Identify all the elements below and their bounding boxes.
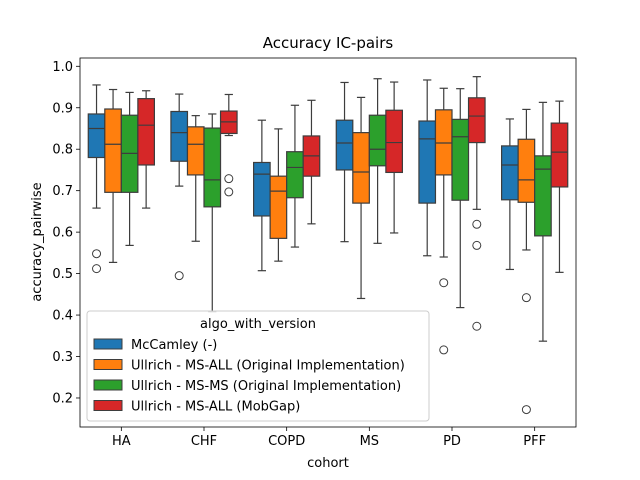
box-copd-3 [302, 99, 321, 225]
box-pd-1 [434, 87, 453, 355]
plot-area: 0.2 0.3 0.4 0.5 0.6 0.7 0.8 0.9 1.0 HA CHF COPD MS PD… [52, 57, 577, 449]
outlier-point [472, 219, 482, 229]
legend-entry-label: McCamley (-) [131, 338, 217, 353]
box-ha-0 [87, 84, 106, 274]
box-pff-0 [501, 118, 519, 271]
y-tick-label: 0.4 [52, 309, 73, 324]
outlier-point [521, 405, 531, 415]
box-body [286, 151, 304, 199]
box-body [335, 119, 354, 171]
x-tick-label: PFF [523, 434, 546, 449]
y-tick-label: 0.7 [52, 184, 73, 199]
legend-title: algo_with_version [200, 317, 316, 332]
outlier-point [521, 293, 531, 303]
box-pff-1 [517, 108, 536, 415]
box-pff-3 [550, 100, 569, 273]
y-tick-label: 0.2 [52, 391, 73, 406]
box-body [269, 175, 288, 239]
box-pd-0 [418, 79, 437, 257]
outlier-point [439, 278, 449, 288]
box-body [87, 113, 106, 159]
box-body [186, 126, 205, 176]
legend-swatch [93, 338, 123, 350]
legend: algo_with_version McCamley (-) Ullrich - M… [86, 310, 430, 422]
outlier-point [174, 271, 184, 281]
axes-frame [79, 57, 577, 428]
y-tick-label: 0.6 [52, 226, 73, 241]
box-pd-2 [451, 88, 470, 309]
box-body [501, 145, 519, 201]
box-copd-2 [286, 104, 304, 248]
box-body [170, 110, 189, 162]
legend-swatch [93, 359, 123, 370]
x-tick-label: PD [443, 434, 461, 449]
outlier-point [92, 249, 102, 259]
box-body [104, 108, 122, 193]
outlier-point [439, 345, 449, 355]
box-pd-3 [467, 76, 486, 331]
x-tick-label: CHF [191, 434, 217, 449]
legend-swatch [93, 400, 123, 411]
y-tick-label: 0.9 [52, 101, 73, 116]
legend-entry-label: Ullrich - MS-MS (Original Implementation… [131, 379, 401, 394]
y-tick-label: 1.0 [52, 60, 73, 75]
box-chf-1 [186, 115, 205, 242]
legend-frame [86, 310, 430, 422]
x-axis-label: cohort [307, 456, 349, 471]
legend-swatch [93, 379, 123, 391]
outlier-point [92, 264, 102, 274]
y-tick-label: 0.8 [52, 143, 73, 158]
y-axis-label: accuracy_pairwise [30, 182, 45, 301]
box-ms-2 [368, 78, 387, 244]
box-ms-0 [335, 81, 354, 243]
outlier-point [472, 321, 482, 331]
box-pff-2 [534, 101, 552, 342]
box-ms-1 [352, 96, 370, 300]
box-body [203, 127, 222, 208]
legend-entry-label: Ullrich - MS-ALL (MobGap) [131, 400, 300, 415]
x-tick-label: MS [360, 434, 379, 449]
box-body [534, 155, 552, 237]
box-body [137, 98, 156, 166]
box-body [253, 161, 271, 217]
legend-entry-label: Ullrich - MS-ALL (Original Implementatio… [131, 359, 405, 374]
box-body [434, 109, 453, 176]
outlier-point [472, 240, 482, 250]
box-ha-3 [137, 90, 156, 209]
box-body [517, 138, 536, 203]
box-copd-1 [269, 128, 288, 262]
box-ms-3 [385, 81, 404, 234]
y-tick-label: 0.5 [52, 267, 73, 282]
outlier-point [224, 174, 234, 184]
box-body [467, 97, 486, 144]
chart-title: Accuracy IC-pairs [263, 34, 394, 52]
box-body [418, 120, 437, 204]
box-body [550, 122, 569, 188]
box-body [451, 118, 470, 201]
x-tick-label: COPD [268, 434, 305, 449]
box-body [368, 114, 387, 167]
x-tick-label: HA [112, 434, 131, 449]
outlier-point [224, 187, 234, 197]
box-ha-2 [120, 91, 139, 247]
box-body [385, 109, 404, 174]
y-tick-label: 0.3 [52, 350, 73, 365]
box-body [352, 132, 370, 204]
box-chf-3 [219, 93, 238, 197]
